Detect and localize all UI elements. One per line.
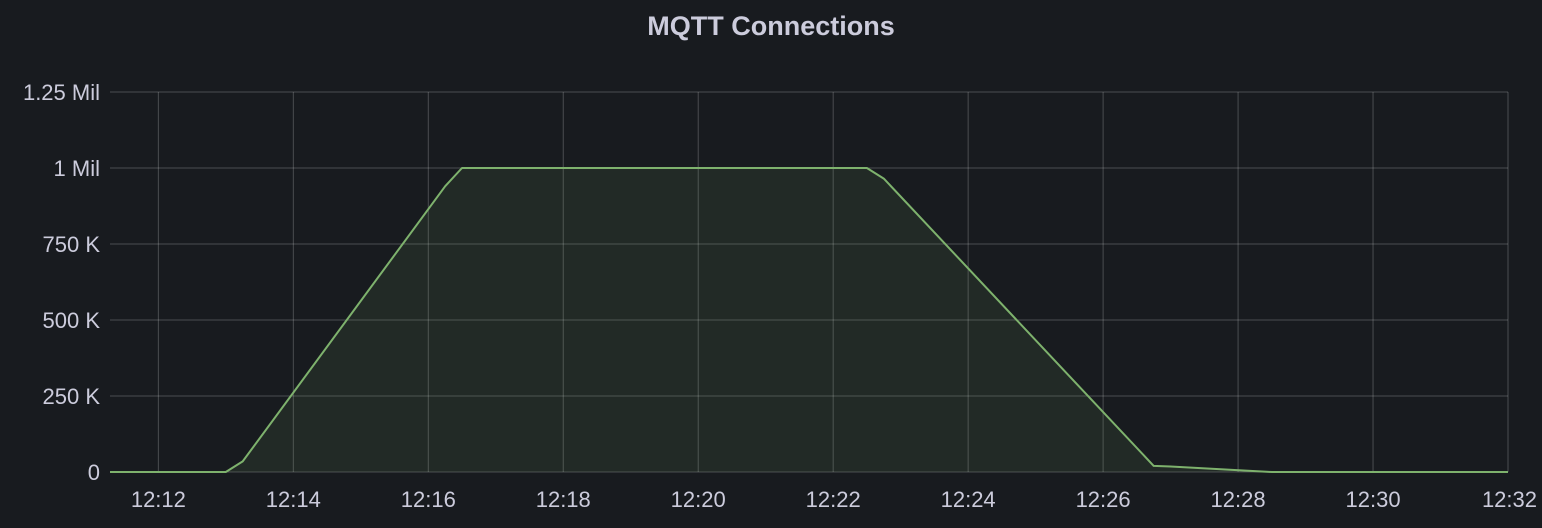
y-axis: 0 250 K 500 K 750 K 1 Mil 1.25 Mil: [23, 80, 100, 485]
x-tick-label: 12:30: [1346, 487, 1401, 512]
y-tick-label: 1.25 Mil: [23, 80, 100, 105]
x-tick-label: 12:16: [401, 487, 456, 512]
x-tick-label: 12:24: [941, 487, 996, 512]
x-tick-label: 12:12: [131, 487, 186, 512]
series-area: [109, 167, 1509, 473]
x-tick-label: 12:26: [1076, 487, 1131, 512]
y-tick-label: 0: [88, 460, 100, 485]
x-tick-label: 12:20: [671, 487, 726, 512]
x-tick-label: 12:32: [1482, 487, 1537, 512]
y-tick-label: 750 K: [43, 232, 101, 257]
x-tick-label: 12:28: [1211, 487, 1266, 512]
y-tick-label: 250 K: [43, 384, 101, 409]
x-tick-label: 12:22: [806, 487, 861, 512]
x-tick-label: 12:18: [536, 487, 591, 512]
x-axis: 12:12 12:14 12:16 12:18 12:20 12:22 12:24 12:26…: [131, 487, 1537, 512]
y-tick-label: 1 Mil: [54, 156, 100, 181]
y-tick-label: 500 K: [43, 308, 101, 333]
series-area-fill: [110, 168, 1508, 472]
panel-title: MQTT Connections: [647, 11, 895, 41]
grid: [110, 91, 1509, 473]
x-tick-label: 12:14: [266, 487, 321, 512]
